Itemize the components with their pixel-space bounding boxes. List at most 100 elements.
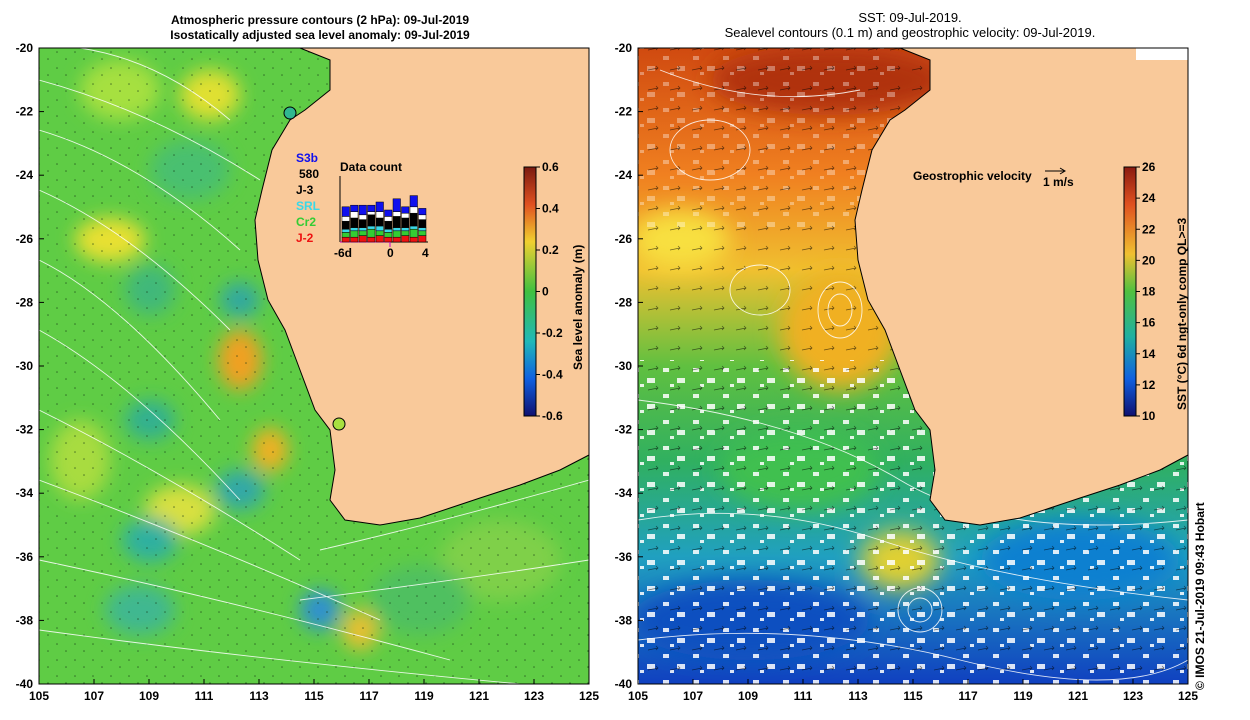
lon-tick-label: 105: [29, 689, 49, 703]
imos-credit: © IMOS 21-Jul-2019 09:43 Hobart: [1193, 502, 1207, 690]
lat-tick-label: -26: [615, 232, 633, 246]
lat-tick-label: -34: [16, 486, 34, 500]
colorbar-tick-label: 0.6: [542, 160, 559, 174]
colorbar-tick-label: 26: [1142, 160, 1156, 174]
lat-tick-label: -24: [16, 168, 34, 182]
histogram-bar-segment: [384, 216, 393, 222]
lon-tick-label: 119: [1013, 689, 1033, 703]
histogram-bar-segment: [341, 236, 350, 243]
lat-tick-label: -28: [16, 295, 34, 309]
histogram-bar-segment: [384, 236, 393, 243]
histogram-bar-segment: [341, 206, 350, 217]
histogram-bar-segment: [358, 227, 367, 232]
lat-tick-label: -22: [615, 105, 633, 119]
lat-tick-label: -40: [16, 677, 34, 691]
right-title: SST: 09-Jul-2019. Sealevel contours (0.1…: [660, 10, 1160, 40]
hist-label-start: -6d: [334, 246, 352, 260]
left-map: -20 -22 -24 -26 -28 -30 -32 -34 -36 -38 -40 105 107…: [16, 41, 600, 703]
histogram-bar-segment: [358, 230, 367, 236]
histogram-bar-segment: [392, 198, 401, 212]
right-title-line2: Sealevel contours (0.1 m) and geostrophi…: [724, 25, 1096, 40]
lon-tick-label: 125: [579, 689, 599, 703]
histogram-bar-segment: [341, 220, 350, 230]
histogram-bar-segment: [350, 204, 359, 212]
satellite-legend-item: J-3: [296, 183, 314, 197]
histogram-bar-segment: [409, 212, 418, 227]
right-lat-ticks: -20 -22 -24 -26 -28 -30 -32 -34 -36 -38 -40: [615, 41, 643, 691]
colorbar-tick-label: 22: [1142, 222, 1156, 236]
histogram-bar-segment: [350, 217, 359, 228]
tide-gauge-marker-south: [332, 417, 346, 431]
lat-tick-label: -26: [16, 232, 34, 246]
colorbar-tick-label: 10: [1142, 409, 1156, 423]
histogram-bar-segment: [384, 209, 393, 217]
histogram-bar-segment: [341, 216, 350, 222]
left-lat-ticks: -20 -22 -24 -26 -28 -30 -32 -34 -36 -38 -40: [16, 41, 44, 691]
histogram-bar-segment: [409, 228, 418, 238]
colorbar-tick-label: 18: [1142, 285, 1156, 299]
histogram-bar-segment: [367, 236, 376, 243]
tide-gauge-marker-north: [283, 106, 297, 120]
histogram-bar-segment: [358, 235, 367, 243]
histogram-bar-segment: [401, 230, 410, 236]
sla-colorbar-label: Sea level anomaly (m): [571, 245, 585, 370]
histogram-bar-segment: [418, 235, 427, 243]
lon-tick-label: 111: [794, 689, 813, 703]
lat-tick-label: -20: [16, 41, 34, 55]
histogram-bar-segment: [418, 214, 427, 220]
lat-tick-label: -20: [615, 41, 633, 55]
colorbar-tick-label: 12: [1142, 378, 1156, 392]
lat-tick-label: -28: [615, 295, 633, 309]
histogram-bar-segment: [367, 214, 376, 227]
lat-tick-label: -40: [615, 677, 633, 691]
histogram-bar-segment: [358, 219, 367, 228]
hist-label-zero: 0: [387, 246, 394, 260]
histogram-bar-segment: [350, 211, 359, 219]
sla-colorbar-ticks: 0.6 0.4 0.2 0 -0.2 -0.4 -0.6: [536, 160, 563, 423]
histogram-bar-segment: [418, 219, 427, 228]
left-title-line1: Atmospheric pressure contours (2 hPa): 0…: [170, 13, 470, 27]
histogram-bar-segment: [418, 208, 427, 216]
histogram-bar-segment: [409, 195, 418, 208]
lat-tick-label: -30: [615, 359, 633, 373]
lon-tick-label: 121: [1068, 689, 1088, 703]
satellite-legend-item: S3b: [296, 151, 318, 165]
lon-tick-label: 109: [139, 689, 159, 703]
histogram-bar-segment: [367, 225, 376, 230]
sst-colorbar-ticks: 26 24 22 20 18 16 14 12 10: [1136, 160, 1156, 423]
right-map: -20 -22 -24 -26 -28 -30 -32 -34 -36 -38 -40 105 107…: [615, 41, 1199, 703]
histogram-bar-segment: [392, 227, 401, 232]
lon-tick-label: 123: [1123, 689, 1143, 703]
histogram-bar-segment: [409, 206, 418, 214]
histogram-bar-segment: [401, 212, 410, 219]
histogram-bar-segment: [409, 225, 418, 230]
lon-tick-label: 115: [903, 689, 923, 703]
lat-tick-label: -38: [615, 613, 633, 627]
histogram-bar-segment: [401, 217, 410, 228]
satellite-legend: S3b 580 J-3 SRL Cr2 J-2: [296, 151, 320, 245]
sst-colorbar: [1123, 166, 1137, 417]
lon-tick-label: 109: [738, 689, 758, 703]
histogram-bar-segment: [392, 230, 401, 238]
lat-tick-label: -30: [16, 359, 34, 373]
histogram-bar-segment: [401, 206, 410, 214]
histogram-bar-segment: [418, 227, 427, 232]
histogram-bar-segment: [401, 227, 410, 232]
histogram-bar-segment: [392, 216, 401, 228]
left-title-line2: Isostatically adjusted sea level anomaly…: [170, 28, 470, 42]
lon-tick-label: 117: [359, 689, 379, 703]
histogram-bar-segment: [384, 228, 393, 233]
histogram-bar-segment: [375, 201, 384, 212]
hist-label-end: 4: [422, 246, 429, 260]
right-title-line1: SST: 09-Jul-2019.: [858, 10, 962, 25]
histogram-bar-segment: [401, 235, 410, 243]
histogram-bar-segment: [358, 214, 367, 220]
lon-tick-label: 125: [1178, 689, 1198, 703]
lat-tick-label: -38: [16, 613, 34, 627]
histogram-bar-segment: [409, 236, 418, 243]
satellite-legend-item: SRL: [296, 199, 320, 213]
pressure-contours: [39, 48, 589, 684]
satellite-legend-item: 580: [299, 167, 319, 181]
colorbar-tick-label: 0.2: [542, 243, 559, 257]
colorbar-tick-label: -0.2: [542, 326, 563, 340]
